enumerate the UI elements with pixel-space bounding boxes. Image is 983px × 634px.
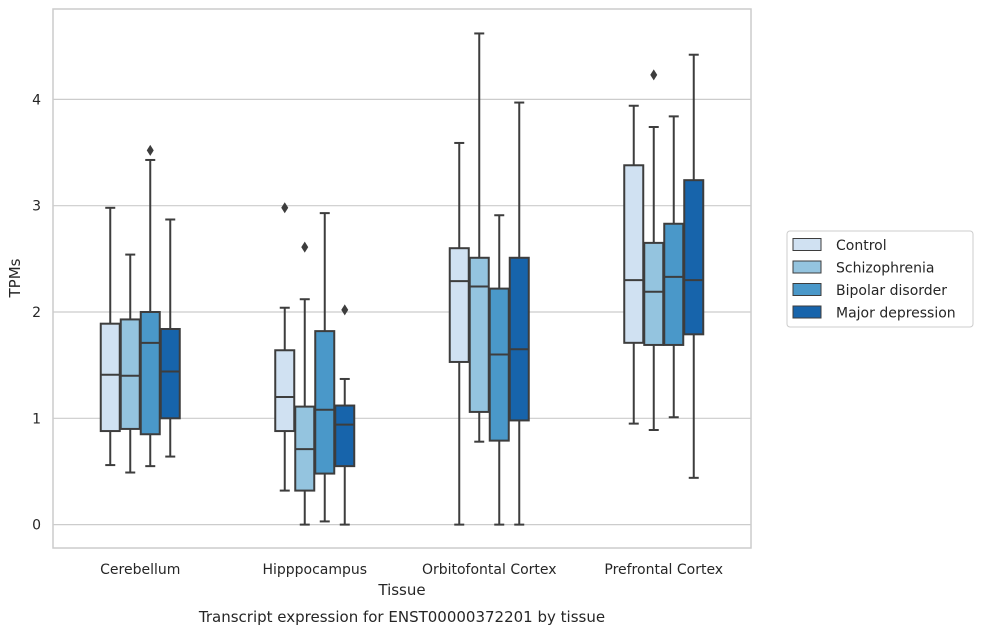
box-iqr [643,241,665,346]
x-axis-label: Tissue [377,581,425,599]
box [159,218,181,458]
box [643,69,665,431]
series-bipolar-disorder [139,115,685,526]
legend-frame [786,230,974,328]
box-series [99,32,705,526]
outlier-point [146,144,154,156]
series-control [99,104,645,526]
box-iqr [468,256,490,413]
chart-caption: Transcript expression for ENST0000037220… [198,608,605,626]
box [139,144,161,468]
box-iqr [488,287,510,442]
legend-swatch [792,238,822,251]
box-iqr [334,404,356,468]
x-tick-label: Hipppocampus [262,562,367,578]
box-iqr [448,247,470,363]
y-tick-label: 0 [32,518,41,534]
box-iqr [99,322,121,433]
legend-swatch [792,305,822,319]
box [119,253,141,474]
y-tick-label: 2 [32,305,41,321]
box-iqr [508,256,530,422]
y-tick-label: 1 [32,411,41,427]
box [294,241,316,526]
legend-label: Schizophrenia [836,261,934,277]
box [99,206,121,467]
box [274,202,296,492]
legend-label: Major depression [836,306,956,322]
box [683,53,705,479]
box-iqr [623,164,645,344]
legend-label: Bipolar disorder [836,283,947,299]
outlier-point [301,241,309,253]
box [334,304,356,526]
box [314,212,336,523]
legend-swatch [792,283,822,296]
x-tick-label: Orbitofontal Cortex [422,562,557,578]
box-iqr [159,327,181,420]
x-tick-label: Prefrontal Cortex [604,562,723,578]
y-axis-ticks: 0 1 2 3 4 [32,92,41,533]
box [663,115,685,419]
box-iqr [274,349,296,433]
x-axis-ticks: Cerebellum Hipppocampus Orbitofontal Corte… [100,562,723,578]
y-axis-label: TPMs [6,258,24,298]
legend: Control Schizophrenia Bipolar disorder Majo… [786,230,974,328]
outlier-point [650,69,658,81]
y-tick-label: 4 [32,92,41,108]
box-iqr [663,222,685,346]
outlier-point [341,304,349,316]
series-schizophrenia [119,32,665,526]
box [508,101,530,526]
box [448,141,470,526]
box-iqr [119,318,141,430]
box-iqr [139,310,161,436]
outlier-point [281,202,289,214]
box-iqr [683,179,705,336]
legend-label: Control [836,238,887,254]
legend-swatch [792,260,822,274]
y-tick-label: 3 [32,199,41,215]
series-major-depression [159,53,705,526]
x-tick-label: Cerebellum [100,562,180,578]
box-iqr [314,330,336,475]
box [488,214,510,526]
